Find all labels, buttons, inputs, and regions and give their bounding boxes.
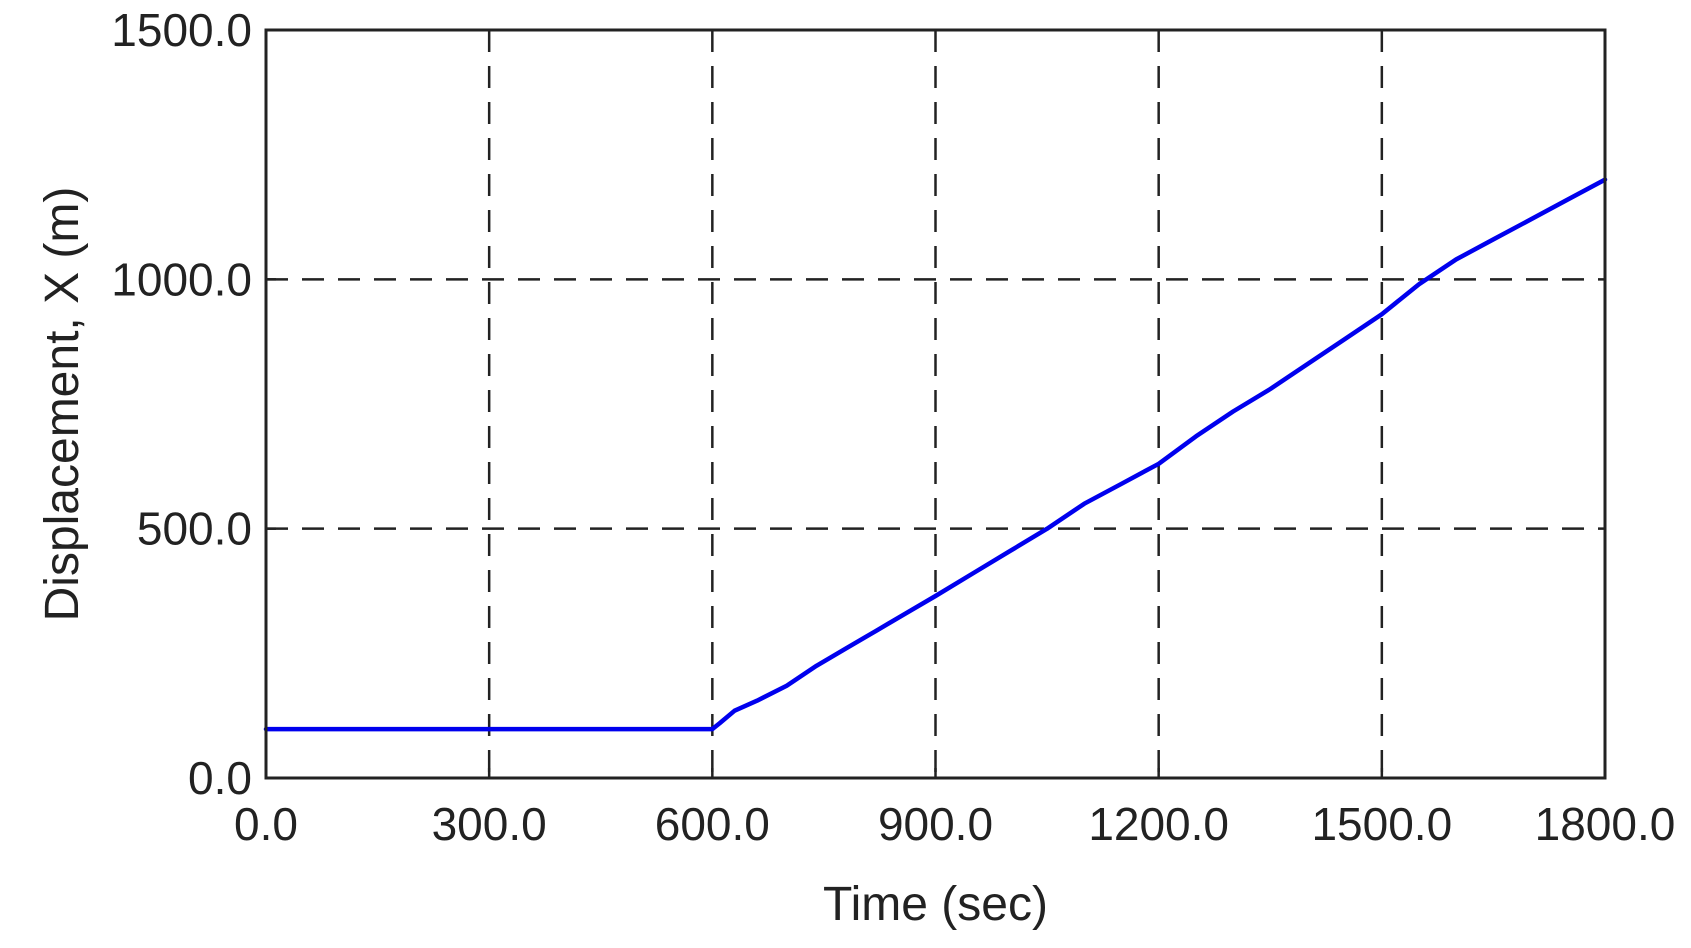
grid-lines bbox=[266, 30, 1605, 778]
x-axis-label: Time (sec) bbox=[823, 878, 1048, 931]
y-axis-label: Displacement, X (m) bbox=[36, 187, 89, 622]
x-tick-label: 1500.0 bbox=[1311, 798, 1452, 850]
x-tick-label: 1800.0 bbox=[1535, 798, 1676, 850]
x-tick-label: 300.0 bbox=[432, 798, 547, 850]
series-layer bbox=[263, 177, 1608, 732]
y-axis-ticks: 0.0 500.0 1000.0 1500.0 bbox=[111, 4, 276, 804]
x-axis-ticks: 0.0 300.0 600.0 900.0 1200.0 1500.0 1800.0 bbox=[234, 768, 1675, 850]
x-tick-label: 1200.0 bbox=[1088, 798, 1229, 850]
y-tick-label: 1500.0 bbox=[111, 4, 252, 56]
x-tick-label: 0.0 bbox=[234, 798, 298, 850]
x-tick-label: 900.0 bbox=[878, 798, 993, 850]
x-tick-label: 600.0 bbox=[655, 798, 770, 850]
y-tick-label: 1000.0 bbox=[111, 253, 252, 305]
y-tick-label: 500.0 bbox=[137, 503, 252, 555]
y-tick-label: 0.0 bbox=[188, 752, 252, 804]
series-line bbox=[263, 177, 1608, 732]
